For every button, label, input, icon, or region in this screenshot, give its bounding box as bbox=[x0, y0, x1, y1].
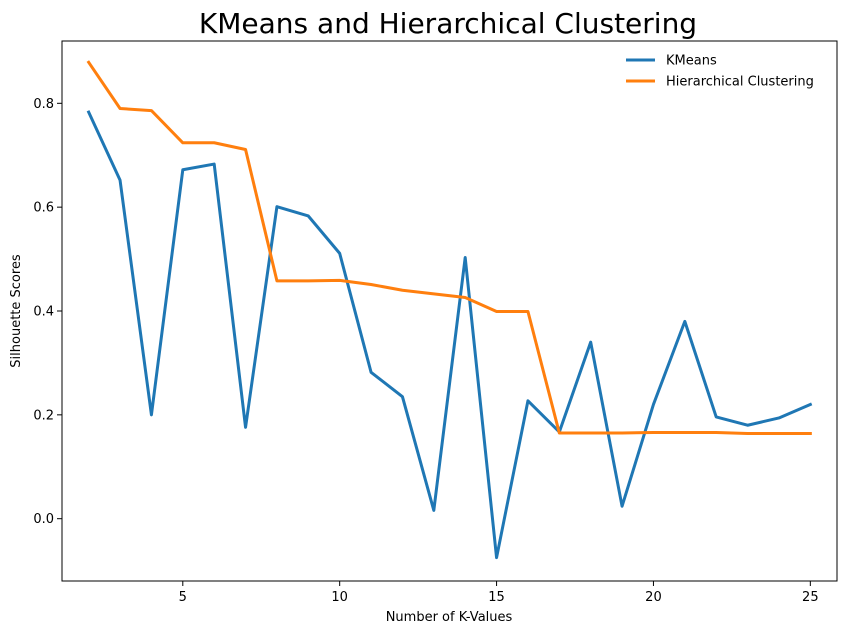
y-tick-label: 0.6 bbox=[33, 201, 54, 216]
x-axis-label: Number of K-Values bbox=[386, 610, 513, 625]
series-line-kmeans bbox=[86, 110, 813, 560]
plot-area bbox=[61, 40, 838, 582]
legend-label: KMeans bbox=[666, 54, 717, 69]
x-axis: 5 10 15 20 25 bbox=[179, 581, 819, 605]
x-tick-label: 10 bbox=[331, 590, 348, 605]
y-axis-label: Silhouette Scores bbox=[9, 254, 24, 368]
x-tick-label: 15 bbox=[488, 590, 505, 605]
legend-label: Hierarchical Clustering bbox=[666, 75, 814, 90]
x-tick-label: 20 bbox=[645, 590, 662, 605]
x-tick-label: 25 bbox=[802, 590, 819, 605]
y-axis: 0.0 0.2 0.4 0.6 0.8 bbox=[33, 97, 62, 527]
chart-title: KMeans and Hierarchical Clustering bbox=[199, 7, 697, 40]
series-line-hierarchical bbox=[86, 60, 812, 436]
y-tick-label: 0.2 bbox=[33, 408, 54, 423]
x-tick-label: 5 bbox=[179, 590, 187, 605]
series-lines bbox=[86, 60, 813, 560]
legend: KMeans Hierarchical Clustering bbox=[626, 54, 814, 90]
y-tick-label: 0.4 bbox=[33, 305, 54, 320]
y-tick-label: 0.0 bbox=[33, 512, 54, 527]
y-tick-label: 0.8 bbox=[33, 97, 54, 112]
